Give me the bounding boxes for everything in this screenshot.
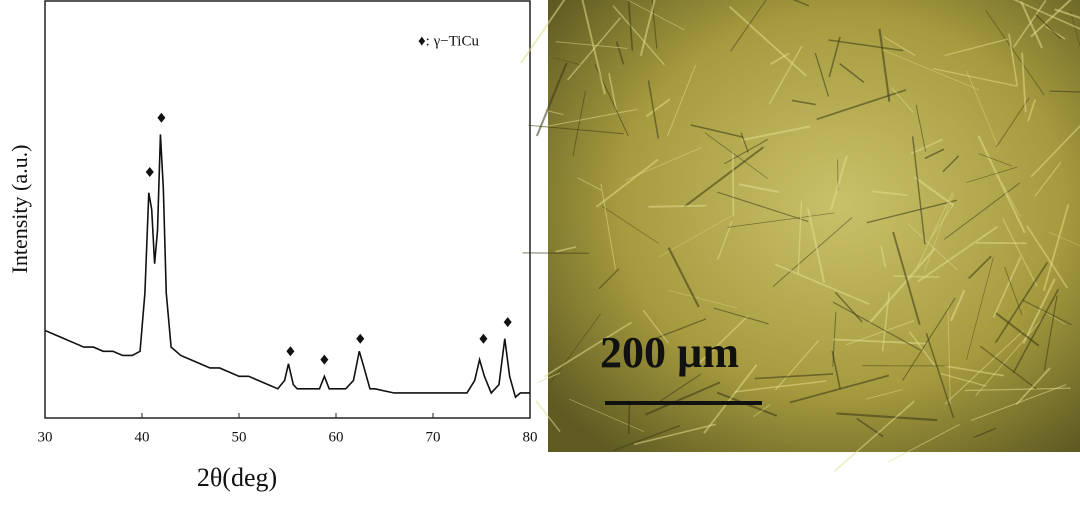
texture-streak bbox=[733, 152, 734, 217]
peak-marker bbox=[320, 355, 328, 365]
x-tick-label: 30 bbox=[38, 429, 53, 445]
legend: ♦: γ−TiCu bbox=[418, 33, 479, 49]
micrograph-bg bbox=[548, 0, 1080, 452]
x-tick-label: 70 bbox=[426, 429, 441, 445]
x-axis-label: 2θ(deg) bbox=[197, 463, 277, 492]
y-axis-label: Intensity (a.u.) bbox=[7, 145, 32, 274]
peak-marker bbox=[286, 346, 294, 356]
x-tick-label: 40 bbox=[135, 429, 150, 445]
scale-bar-label: 200 µm bbox=[600, 328, 739, 377]
xrd-curve bbox=[45, 134, 530, 397]
peak-marker bbox=[146, 167, 154, 177]
peak-marker bbox=[479, 334, 487, 344]
peak-marker bbox=[356, 334, 364, 344]
peak-marker bbox=[157, 113, 165, 123]
x-tick-label: 60 bbox=[329, 429, 344, 445]
texture-streak bbox=[629, 403, 630, 434]
micrograph bbox=[521, 0, 1080, 471]
x-tick-label: 50 bbox=[232, 429, 247, 445]
plot-frame bbox=[45, 1, 530, 418]
texture-streak bbox=[893, 276, 940, 277]
x-tick-label: 80 bbox=[523, 429, 538, 445]
peak-marker bbox=[504, 317, 512, 327]
texture-streak bbox=[648, 206, 706, 207]
